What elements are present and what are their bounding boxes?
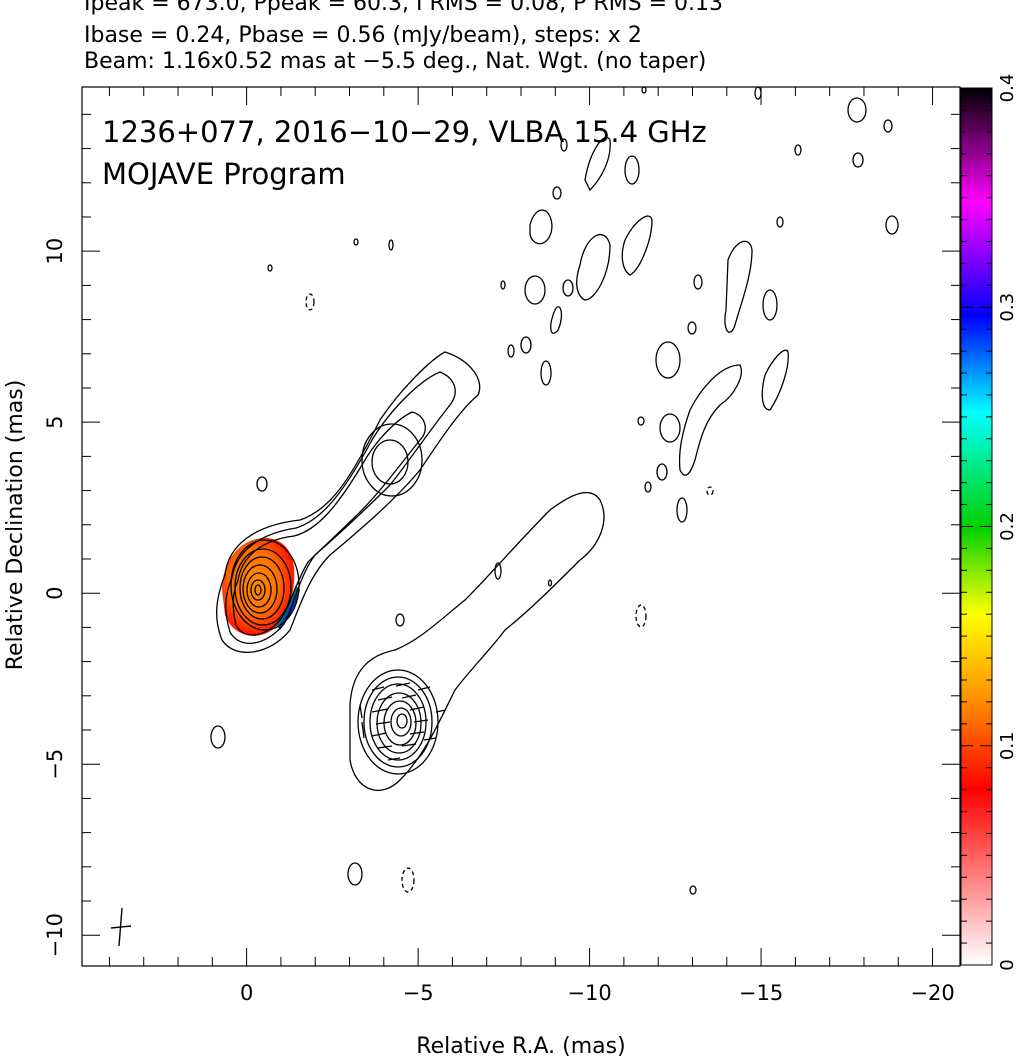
plot-title-line-1: 1236+077, 2016−10−29, VLBA 15.4 GHz bbox=[102, 115, 707, 149]
y-axis-tick-labels: −10 −5 0 5 10 bbox=[43, 238, 67, 958]
contours bbox=[210, 86, 899, 895]
colorbar-tick-label: 0.3 bbox=[997, 293, 1018, 322]
plot-frame bbox=[81, 86, 961, 967]
x-axis-ticks bbox=[108, 87, 934, 966]
colorbar-tick-label: 0.2 bbox=[997, 512, 1018, 541]
x-tick-label: −10 bbox=[567, 981, 611, 1005]
y-axis-ticks bbox=[82, 113, 960, 936]
y-tick-label: 10 bbox=[43, 238, 67, 265]
x-tick-label: −20 bbox=[910, 981, 954, 1005]
y-tick-label: 0 bbox=[43, 587, 67, 600]
header-line-2: Ibase = 0.24, Pbase = 0.56 (mJy/beam), s… bbox=[84, 23, 642, 48]
polarization-vectors bbox=[359, 682, 447, 761]
core-contours bbox=[216, 351, 481, 653]
colorbar-labels: 0 0.1 0.2 0.3 0.4 bbox=[997, 74, 1018, 971]
x-axis-title: Relative R.A. (mas) bbox=[416, 1034, 625, 1059]
x-tick-label: 0 bbox=[240, 981, 253, 1005]
plot-title-line-2: MOJAVE Program bbox=[102, 157, 346, 191]
outer-contours bbox=[210, 86, 899, 895]
x-tick-label: −5 bbox=[403, 981, 434, 1005]
y-tick-label: 5 bbox=[43, 415, 67, 428]
lower-jet-contours bbox=[349, 491, 605, 791]
colorbar-tick-label: 0.1 bbox=[997, 731, 1018, 760]
x-axis-tick-labels: 0 −5 −10 −15 −20 bbox=[240, 981, 955, 1005]
negative-contours bbox=[305, 293, 714, 893]
y-tick-label: −10 bbox=[43, 913, 67, 957]
header-line-1: Ipeak = 673.0, Ppeak = 60.3, I RMS = 0.0… bbox=[84, 0, 723, 16]
colorbar-tick-label: 0.4 bbox=[997, 74, 1018, 103]
colorbar-ticks bbox=[961, 87, 992, 966]
colorbar-tick-label: 0 bbox=[997, 959, 1018, 970]
y-axis-title: Relative Declination (mas) bbox=[3, 380, 28, 671]
y-tick-label: −5 bbox=[43, 749, 67, 780]
header-line-3: Beam: 1.16x0.52 mas at −5.5 deg., Nat. W… bbox=[84, 49, 707, 74]
restoring-beam bbox=[110, 907, 132, 947]
x-tick-label: −15 bbox=[739, 981, 783, 1005]
